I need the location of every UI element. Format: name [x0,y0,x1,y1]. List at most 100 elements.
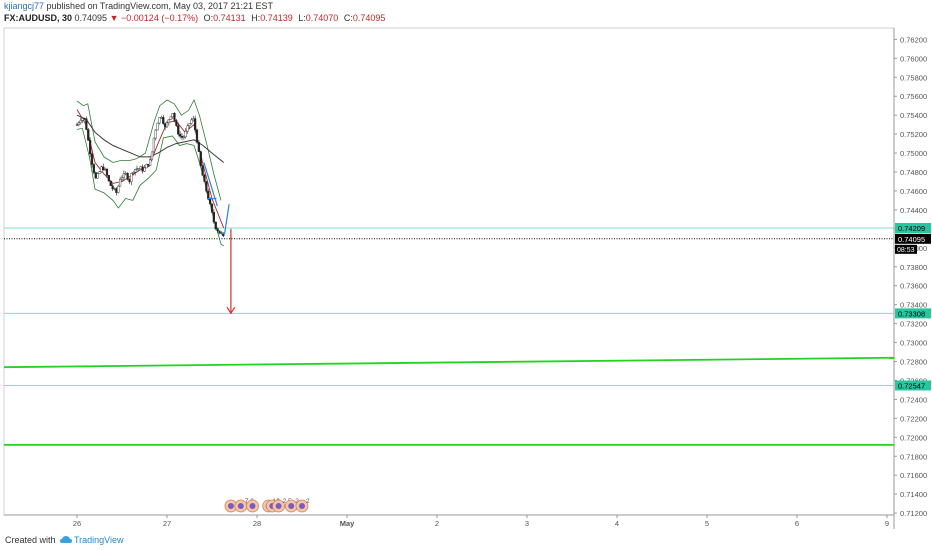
candle [177,125,180,135]
y-tick-label: 0.71200 [900,509,927,518]
price-chart[interactable]: 0.76200 0.76000 0.75800 0.75600 0.75400 0.752… [0,0,932,530]
candle [190,119,193,124]
candle [152,137,155,153]
drawn-slanted-segment[interactable] [203,162,218,207]
close-label: C: [343,13,353,23]
candle [169,116,172,120]
y-tick-label: 0.75200 [900,130,927,139]
candle [164,123,167,128]
candle [105,168,109,176]
candle [128,179,131,183]
candle [85,118,88,130]
candle [100,166,103,172]
bollinger-upper-band [76,98,222,201]
level-price-label: 0.74209 [898,224,925,233]
candle [98,171,101,174]
candle [210,203,214,213]
x-tick-label: 26 [73,519,81,528]
candle [197,142,200,152]
tradingview-brand[interactable]: TradingView [74,535,124,545]
symbol-label[interactable]: FX:AUDUSD, 30 [4,13,73,23]
candle [139,166,142,169]
candle [149,159,152,166]
bollinger-lower-band [76,127,224,247]
y-tick-label: 0.73400 [900,301,927,310]
drawn-upward-segment[interactable] [224,204,230,234]
candle [79,120,82,123]
level-price-box [895,308,931,319]
candle [199,151,202,166]
candle [126,173,129,180]
candle [192,118,195,121]
high-label: H: [251,13,261,23]
event-flag-center [237,503,244,509]
tradingview-cloud-icon [60,536,72,543]
event-count-label: 2 [295,498,299,505]
author-name[interactable]: kjiangcj77 [4,1,45,11]
close-value: 0.74095 [352,13,386,23]
y-tick-label: 0.71600 [900,471,927,480]
candle [182,136,185,138]
candle [162,117,165,124]
last-price-box [895,233,931,244]
candle [120,177,124,180]
event-flag-center [288,503,295,509]
candle [194,118,197,131]
candle [75,124,79,126]
candle [171,113,174,118]
candle [180,136,184,138]
countdown-box [895,244,917,254]
candle [119,179,122,187]
plot-frame [3,27,895,516]
symbol-info-bar: FX:AUDUSD, 30 0.74095 ▼ −0.00124 (−0.17%… [0,12,932,24]
x-tick-label: 5 [705,519,709,528]
candle [145,163,148,169]
event-flag-center [275,503,282,509]
candle [124,173,127,175]
countdown-label: 08:53 [897,247,915,254]
y-tick-label: 0.74800 [900,168,927,177]
footer: Created with TradingView [0,530,932,550]
y-tick-label: 0.73000 [900,339,927,348]
candle [209,198,212,205]
candle [77,122,80,125]
y-tick-label: 0.72000 [900,433,927,442]
publish-header: kjiangcj77 published on TradingView.com,… [0,0,932,12]
candle [167,119,170,123]
y-tick-label: 0.73600 [900,282,927,291]
candle [113,188,116,190]
candle [90,153,94,165]
candle [203,175,206,182]
level-price-box [895,380,931,391]
x-tick-label: 27 [163,519,171,528]
down-triangle-icon: ▼ [109,13,119,23]
candle [143,167,146,172]
candle [81,118,84,121]
x-tick-label: 2 [435,519,439,528]
last-price-label: 0.74095 [898,235,925,244]
y-tick-label: 0.72800 [900,358,927,367]
trend-line[interactable] [3,356,895,369]
candle [109,180,112,186]
candle [92,164,95,173]
level-price-box [895,223,931,234]
last-price: 0.74095 [74,13,108,23]
candle [147,163,150,166]
x-tick-label: 6 [795,519,799,528]
high-value: 0.74139 [260,13,293,23]
candle [201,165,204,176]
event-flag-center [249,503,256,509]
y-tick-label: 0.74600 [900,187,927,196]
y-tick-label: 0.72400 [900,395,927,404]
candle [96,173,99,179]
y-tick-label: 0.75000 [900,149,927,158]
x-tick-label: 3 [525,519,529,528]
y-tick-label: 0.73200 [900,320,927,329]
fast-moving-average [76,109,225,229]
candle [111,185,114,190]
y-tick-label: 0.73800 [900,263,927,272]
candle [104,168,107,171]
x-tick-label: 9 [885,519,889,528]
candle [135,168,139,170]
candle [102,166,105,171]
